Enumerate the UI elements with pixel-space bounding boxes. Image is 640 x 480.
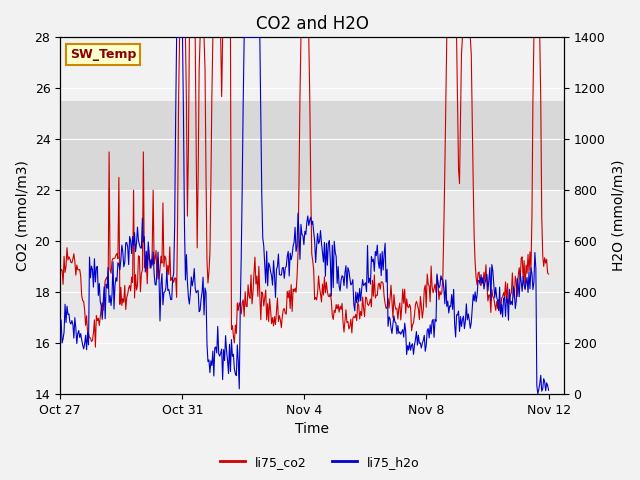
Title: CO2 and H2O: CO2 and H2O — [255, 15, 369, 33]
Y-axis label: H2O (mmol/m3): H2O (mmol/m3) — [611, 160, 625, 271]
Bar — [60, 101, 564, 190]
Bar — [60, 190, 564, 317]
Text: SW_Temp: SW_Temp — [70, 48, 136, 61]
Y-axis label: CO2 (mmol/m3): CO2 (mmol/m3) — [15, 160, 29, 271]
X-axis label: Time: Time — [295, 422, 329, 436]
Legend: li75_co2, li75_h2o: li75_co2, li75_h2o — [215, 451, 425, 474]
